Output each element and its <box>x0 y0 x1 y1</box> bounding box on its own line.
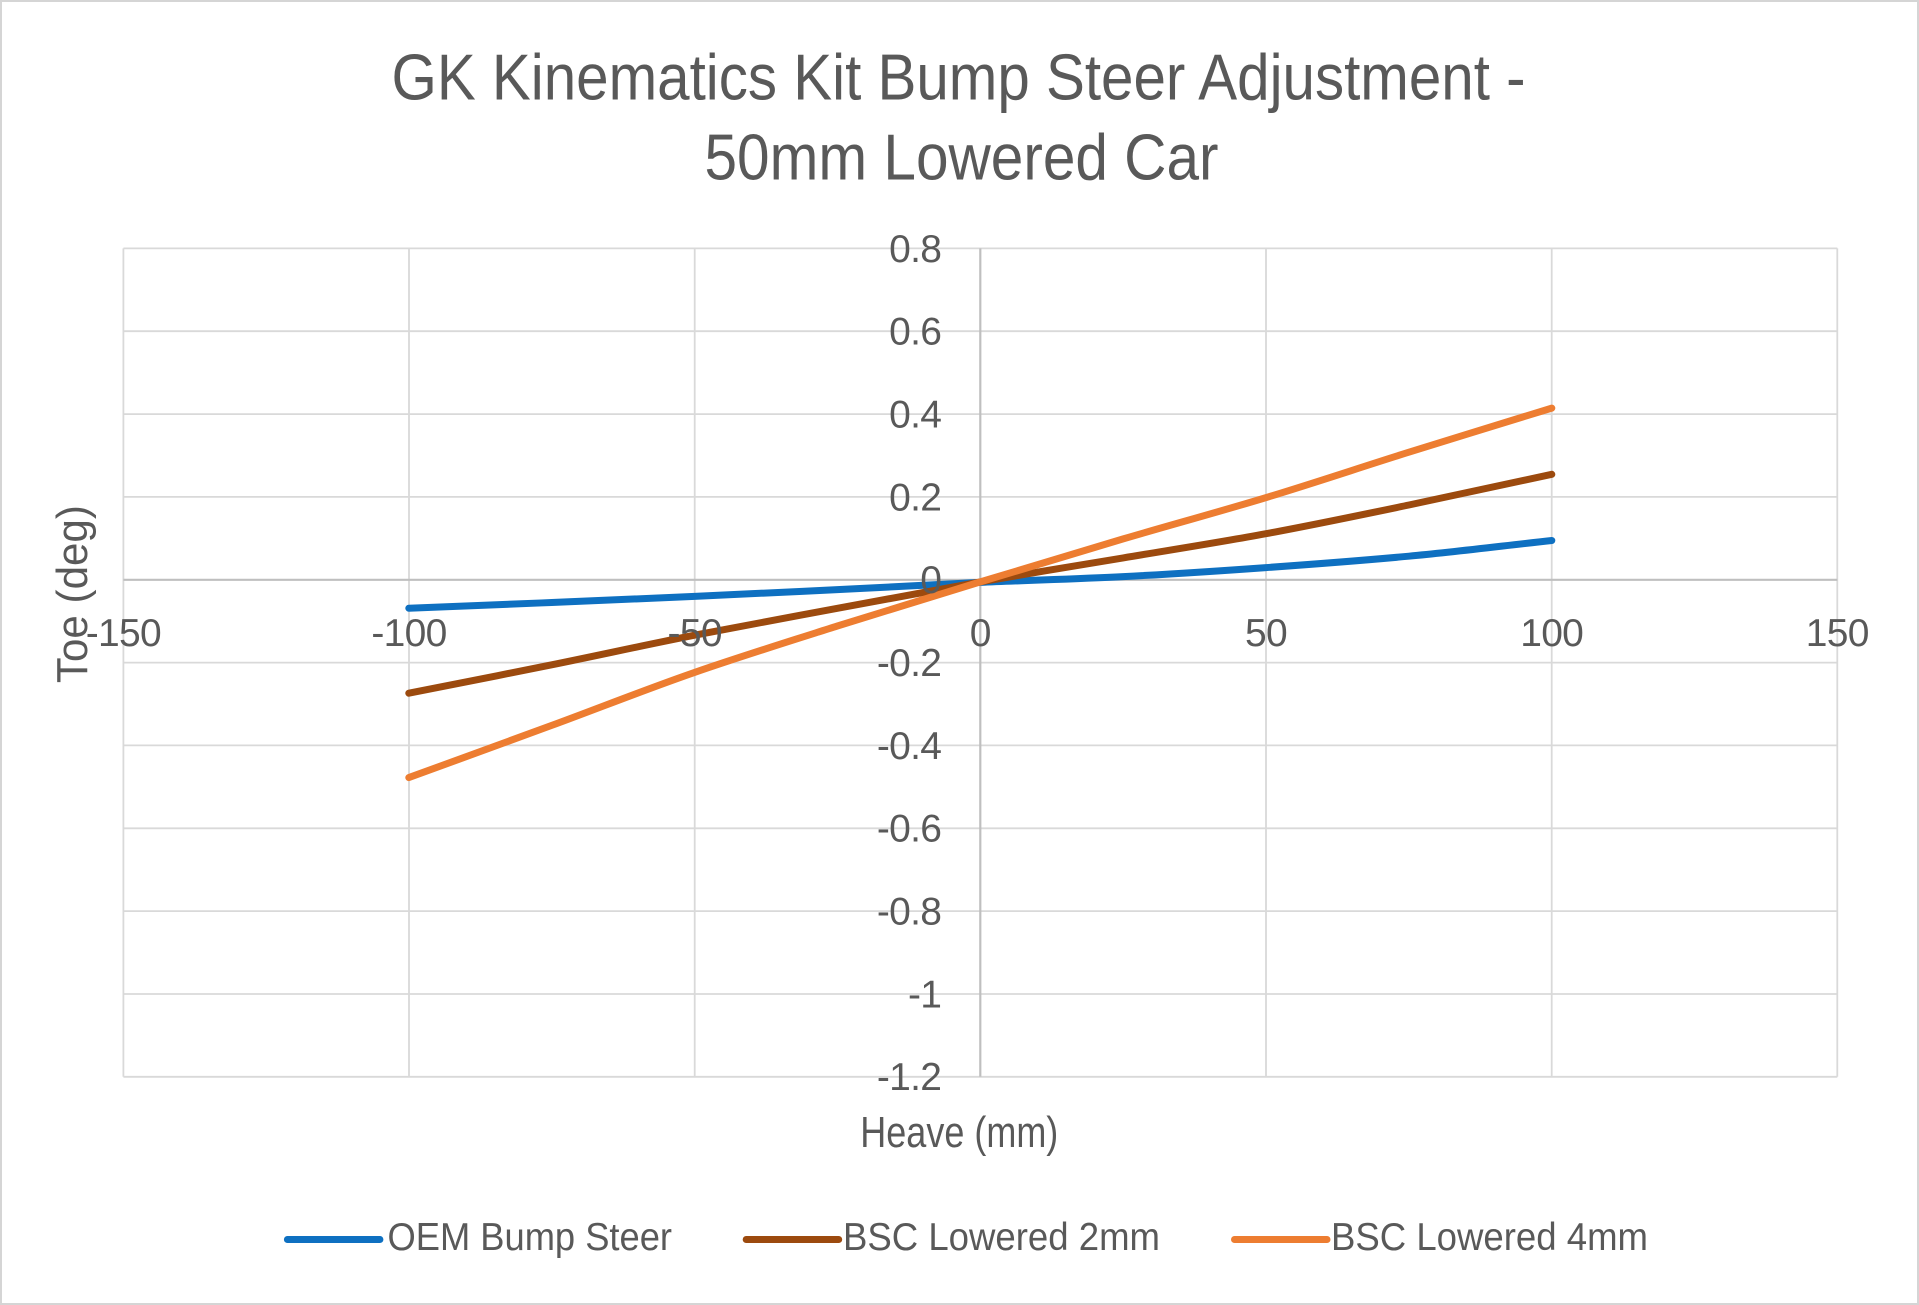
svg-text:100: 100 <box>1520 612 1583 655</box>
svg-text:0.4: 0.4 <box>889 394 941 437</box>
svg-text:-1: -1 <box>908 973 941 1016</box>
svg-text:GK Kinematics Kit Bump Steer A: GK Kinematics Kit Bump Steer Adjustment … <box>392 41 1526 114</box>
svg-text:0.2: 0.2 <box>889 476 941 519</box>
svg-text:50mm Lowered Car: 50mm Lowered Car <box>705 121 1219 194</box>
svg-text:-0.6: -0.6 <box>877 808 941 851</box>
svg-text:-0.8: -0.8 <box>877 891 941 934</box>
svg-text:0: 0 <box>920 559 941 602</box>
svg-text:BSC Lowered 4mm: BSC Lowered 4mm <box>1331 1216 1648 1259</box>
svg-text:-50: -50 <box>668 612 722 655</box>
svg-text:-0.4: -0.4 <box>877 725 941 768</box>
svg-text:-0.2: -0.2 <box>877 642 941 685</box>
svg-text:-150: -150 <box>86 612 161 655</box>
svg-text:Toe (deg): Toe (deg) <box>48 505 97 683</box>
svg-text:0.6: 0.6 <box>889 311 941 354</box>
svg-text:0: 0 <box>970 612 991 655</box>
svg-text:-100: -100 <box>371 612 446 655</box>
svg-text:150: 150 <box>1806 612 1869 655</box>
svg-text:-1.2: -1.2 <box>877 1056 941 1099</box>
svg-text:0.8: 0.8 <box>889 228 941 271</box>
svg-text:OEM Bump Steer: OEM Bump Steer <box>388 1216 673 1259</box>
svg-text:50: 50 <box>1245 612 1287 655</box>
svg-text:BSC Lowered 2mm: BSC Lowered 2mm <box>843 1216 1160 1259</box>
svg-text:Heave (mm): Heave (mm) <box>860 1108 1058 1157</box>
